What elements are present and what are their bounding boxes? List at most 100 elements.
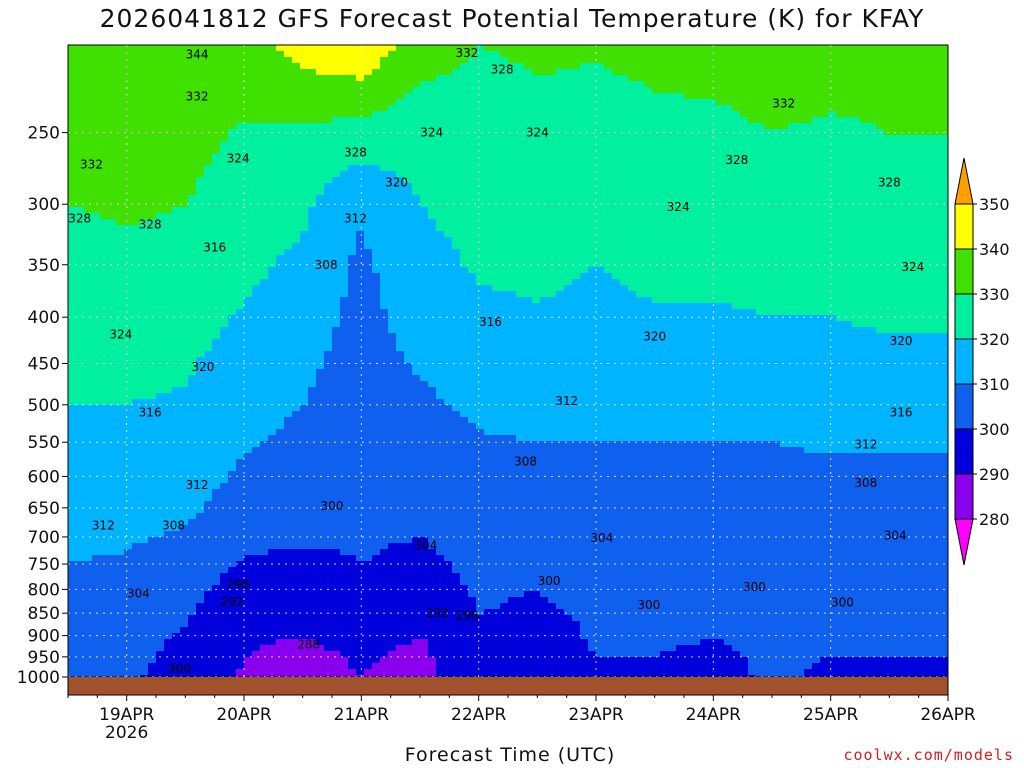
field-cell bbox=[180, 579, 189, 586]
field-cell bbox=[324, 363, 333, 370]
field-cell bbox=[292, 561, 301, 568]
field-cell bbox=[332, 639, 341, 646]
field-cell bbox=[308, 381, 317, 388]
field-cell bbox=[364, 555, 373, 562]
field-cell bbox=[124, 639, 133, 646]
field-cell bbox=[220, 45, 229, 52]
field-cell bbox=[268, 189, 277, 196]
field-cell bbox=[116, 267, 125, 274]
field-cell bbox=[84, 153, 93, 160]
field-cell bbox=[428, 555, 437, 562]
field-cell bbox=[132, 423, 141, 430]
field-cell bbox=[404, 417, 413, 424]
field-cell bbox=[260, 441, 269, 448]
field-cell bbox=[356, 279, 365, 286]
field-cell bbox=[188, 357, 197, 364]
field-cell bbox=[428, 333, 437, 340]
field-cell bbox=[84, 201, 93, 208]
field-cell bbox=[140, 249, 149, 256]
field-cell bbox=[164, 627, 173, 634]
field-cell bbox=[428, 93, 437, 100]
field-cell bbox=[396, 111, 405, 118]
field-cell bbox=[436, 51, 445, 58]
field-cell bbox=[156, 417, 165, 424]
field-cell bbox=[364, 657, 373, 664]
field-cell bbox=[156, 369, 165, 376]
field-cell bbox=[148, 171, 157, 178]
field-cell bbox=[268, 423, 277, 430]
field-cell bbox=[196, 153, 205, 160]
field-cell bbox=[332, 525, 341, 532]
field-cell bbox=[420, 255, 429, 262]
field-cell bbox=[436, 603, 445, 610]
field-cell bbox=[276, 471, 285, 478]
field-cell bbox=[324, 477, 333, 484]
field-cell bbox=[292, 441, 301, 448]
field-cell bbox=[124, 417, 133, 424]
field-cell bbox=[260, 315, 269, 322]
field-cell bbox=[268, 483, 277, 490]
field-cell bbox=[324, 405, 333, 412]
field-cell bbox=[108, 141, 117, 148]
field-cell bbox=[364, 483, 373, 490]
field-cell bbox=[356, 459, 365, 466]
field-cell bbox=[412, 231, 421, 238]
field-cell bbox=[396, 273, 405, 280]
field-cell bbox=[428, 663, 437, 670]
field-cell bbox=[396, 339, 405, 346]
field-cell bbox=[300, 441, 309, 448]
field-cell bbox=[428, 393, 437, 400]
field-cell bbox=[196, 453, 205, 460]
field-cell bbox=[380, 225, 389, 232]
field-cell bbox=[396, 51, 405, 58]
field-cell bbox=[372, 399, 381, 406]
field-cell bbox=[108, 501, 117, 508]
field-cell bbox=[284, 447, 293, 454]
field-cell bbox=[412, 537, 421, 544]
field-cell bbox=[284, 75, 293, 82]
field-cell bbox=[236, 171, 245, 178]
field-cell bbox=[268, 81, 277, 88]
field-cell bbox=[68, 189, 77, 196]
field-cell bbox=[332, 603, 341, 610]
field-cell bbox=[252, 129, 261, 136]
field-cell bbox=[236, 45, 245, 52]
field-cell bbox=[300, 135, 309, 142]
field-cell bbox=[108, 183, 117, 190]
field-cell bbox=[380, 243, 389, 250]
field-cell bbox=[284, 141, 293, 148]
field-cell bbox=[180, 63, 189, 70]
field-cell bbox=[148, 645, 157, 652]
field-cell bbox=[404, 45, 413, 52]
field-cell bbox=[132, 651, 141, 658]
field-cell bbox=[84, 549, 93, 556]
field-cell bbox=[204, 117, 213, 124]
field-cell bbox=[236, 183, 245, 190]
field-cell bbox=[172, 471, 181, 478]
field-cell bbox=[196, 267, 205, 274]
field-cell bbox=[436, 147, 445, 154]
field-cell bbox=[180, 285, 189, 292]
field-cell bbox=[116, 273, 125, 280]
field-cell bbox=[84, 285, 93, 292]
field-cell bbox=[244, 315, 253, 322]
field-cell bbox=[252, 57, 261, 64]
field-cell bbox=[188, 351, 197, 358]
field-cell bbox=[364, 183, 373, 190]
field-cell bbox=[332, 81, 341, 88]
field-cell bbox=[228, 273, 237, 280]
field-cell bbox=[372, 93, 381, 100]
field-cell bbox=[76, 153, 85, 160]
field-cell bbox=[92, 633, 101, 640]
field-cell bbox=[92, 519, 101, 526]
field-cell bbox=[148, 159, 157, 166]
field-cell bbox=[188, 573, 197, 580]
field-cell bbox=[332, 129, 341, 136]
field-cell bbox=[84, 81, 93, 88]
field-cell bbox=[324, 99, 333, 106]
field-cell bbox=[76, 141, 85, 148]
field-cell bbox=[364, 219, 373, 226]
field-cell bbox=[132, 483, 141, 490]
field-cell bbox=[284, 507, 293, 514]
field-cell bbox=[188, 387, 197, 394]
